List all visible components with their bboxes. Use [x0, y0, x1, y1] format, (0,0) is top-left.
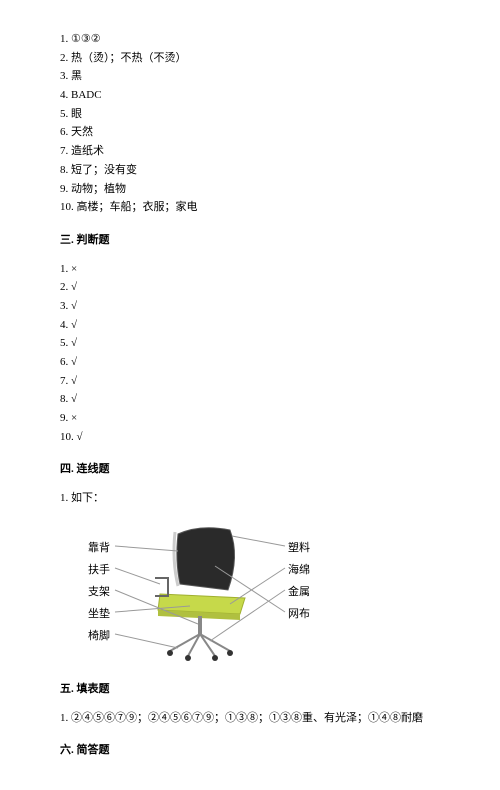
right-label: 塑料 [288, 539, 310, 558]
section5-title: 五. 填表题 [60, 680, 440, 699]
s1-item: 8. 短了；没有变 [60, 161, 440, 180]
s3-item: 8. √ [60, 390, 440, 409]
section3-list: 1. × 2. √ 3. √ 4. √ 5. √ 6. √ 7. √ 8. √ … [60, 260, 440, 447]
s3-item: 4. √ [60, 316, 440, 335]
s1-item: 9. 动物；植物 [60, 180, 440, 199]
section4-title: 四. 连线题 [60, 460, 440, 479]
s3-item: 3. √ [60, 297, 440, 316]
s3-item: 1. × [60, 260, 440, 279]
s1-item: 3. 黑 [60, 67, 440, 86]
s3-item: 6. √ [60, 353, 440, 372]
left-label: 支架 [88, 583, 110, 602]
section3-title: 三. 判断题 [60, 231, 440, 250]
left-label: 椅脚 [88, 627, 110, 646]
s3-item: 5. √ [60, 334, 440, 353]
right-label: 金属 [288, 583, 310, 602]
section5-content: 1. ②④⑤⑥⑦⑨；②④⑤⑥⑦⑨；①③⑧；①③⑧重、有光泽；①④⑧耐磨 [60, 709, 440, 728]
s1-item: 10. 高楼；车船；衣服；家电 [60, 198, 440, 217]
s1-item: 6. 天然 [60, 123, 440, 142]
s3-item: 9. × [60, 409, 440, 428]
left-label: 靠背 [88, 539, 110, 558]
chair-diagram: 靠背 扶手 支架 坐垫 椅脚 塑料 海绵 金属 网布 [60, 516, 340, 666]
left-label: 坐垫 [88, 605, 110, 624]
section4-intro: 1. 如下： [60, 489, 440, 508]
s1-item: 2. 热（烫）；不热（不烫） [60, 49, 440, 68]
section6-title: 六. 简答题 [60, 741, 440, 760]
s1-item: 1. ①③② [60, 30, 440, 49]
s1-item: 4. BADC [60, 86, 440, 105]
s3-item: 7. √ [60, 372, 440, 391]
s1-item: 7. 造纸术 [60, 142, 440, 161]
s3-item: 10. √ [60, 428, 440, 447]
s3-item: 2. √ [60, 278, 440, 297]
s1-item: 5. 眼 [60, 105, 440, 124]
section1-list: 1. ①③② 2. 热（烫）；不热（不烫） 3. 黑 4. BADC 5. 眼 … [60, 30, 440, 217]
left-label: 扶手 [88, 561, 110, 580]
right-label: 网布 [288, 605, 310, 624]
right-label: 海绵 [288, 561, 310, 580]
